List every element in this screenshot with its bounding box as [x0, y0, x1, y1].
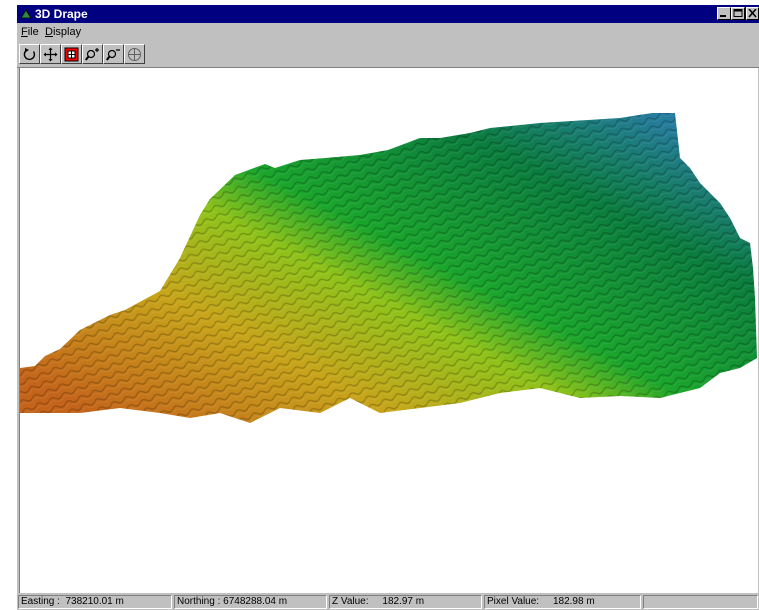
terrain-viewport[interactable] — [19, 68, 758, 593]
center-icon — [128, 48, 141, 61]
zoom-out-button[interactable] — [103, 44, 124, 64]
minimize-button[interactable] — [717, 7, 731, 20]
pan-button[interactable] — [40, 44, 61, 64]
status-empty-cell — [643, 595, 758, 609]
status-easting: Easting : 738210.01 m — [18, 595, 172, 609]
zoom-out-icon — [106, 49, 120, 61]
close-icon — [748, 9, 757, 18]
zoom-in-button[interactable] — [82, 44, 103, 64]
menu-file[interactable]: File — [21, 26, 39, 38]
zoom-extent-icon — [64, 47, 79, 62]
minimize-icon — [720, 15, 726, 17]
status-bar: Easting : 738210.01 m Northing : 6748288… — [17, 594, 759, 610]
pan-icon — [43, 47, 58, 62]
window-title: 3D Drape — [35, 7, 88, 21]
app-icon — [20, 9, 32, 19]
maximize-icon — [733, 9, 743, 17]
maximize-button[interactable] — [731, 7, 745, 20]
toolbar — [17, 42, 759, 68]
rotate-icon — [23, 48, 36, 61]
status-northing: Northing : 6748288.04 m — [174, 595, 327, 609]
status-z-value: Z Value: 182.97 m — [329, 595, 482, 609]
menu-display[interactable]: Display — [45, 26, 82, 38]
zoom-extent-button[interactable] — [61, 44, 82, 64]
app-window: 3D Drape File Display — [17, 5, 759, 610]
status-pixel-value: Pixel Value: 182.98 m — [484, 595, 641, 609]
rotate-button[interactable] — [19, 44, 40, 64]
title-bar[interactable]: 3D Drape — [17, 5, 759, 23]
center-button[interactable] — [124, 44, 145, 64]
close-button[interactable] — [746, 7, 759, 20]
terrain-surface[interactable] — [20, 68, 758, 593]
terrain-shading — [20, 113, 757, 423]
zoom-in-icon — [85, 48, 99, 61]
menu-bar: File Display — [17, 24, 759, 42]
